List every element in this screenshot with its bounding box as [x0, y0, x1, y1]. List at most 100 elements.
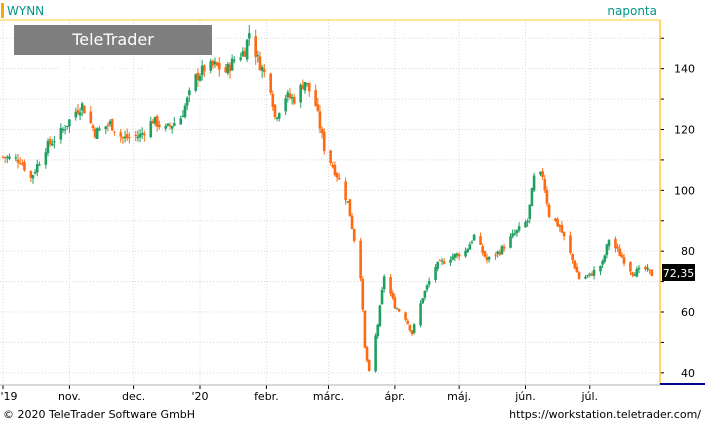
- candle-body[interactable]: [188, 90, 191, 96]
- candle-body[interactable]: [423, 290, 427, 298]
- candle-body[interactable]: [198, 75, 202, 81]
- candle-body[interactable]: [194, 74, 198, 91]
- candle-body[interactable]: [158, 124, 161, 128]
- candle-body[interactable]: [517, 226, 521, 231]
- candle-body[interactable]: [395, 308, 399, 310]
- candle-body[interactable]: [59, 128, 63, 140]
- candle-body[interactable]: [614, 238, 617, 249]
- candle-body[interactable]: [586, 275, 589, 277]
- candle-body[interactable]: [404, 312, 407, 320]
- candle-body[interactable]: [46, 141, 50, 154]
- candle-body[interactable]: [140, 133, 144, 135]
- candle-body[interactable]: [108, 121, 112, 125]
- candle-body[interactable]: [331, 164, 335, 168]
- candle-body[interactable]: [290, 97, 294, 99]
- candle-body[interactable]: [31, 175, 35, 179]
- candle-body[interactable]: [173, 123, 176, 126]
- candle-body[interactable]: [232, 60, 236, 62]
- candle-body[interactable]: [584, 276, 587, 279]
- candle-body[interactable]: [273, 104, 277, 118]
- candle-body[interactable]: [136, 136, 140, 139]
- candle-body[interactable]: [466, 248, 469, 253]
- candle-body[interactable]: [391, 292, 395, 298]
- candle-body[interactable]: [1, 156, 5, 158]
- candle-body[interactable]: [554, 218, 557, 222]
- candle-body[interactable]: [457, 254, 461, 257]
- candle-layer[interactable]: [1, 25, 654, 373]
- candle-body[interactable]: [245, 39, 249, 60]
- website-link[interactable]: https://workstation.teletrader.com/: [509, 408, 701, 421]
- candle-body[interactable]: [622, 257, 626, 264]
- symbol-label[interactable]: WYNN: [7, 4, 44, 18]
- candle-body[interactable]: [80, 103, 84, 111]
- candle-body[interactable]: [164, 126, 168, 129]
- candle-body[interactable]: [412, 324, 416, 333]
- candle-body[interactable]: [363, 310, 367, 348]
- candle-body[interactable]: [468, 244, 472, 250]
- candle-body[interactable]: [335, 173, 339, 178]
- candle-body[interactable]: [562, 231, 566, 237]
- candle-body[interactable]: [569, 235, 572, 253]
- candle-body[interactable]: [515, 230, 519, 234]
- candle-body[interactable]: [539, 171, 542, 175]
- candle-body[interactable]: [256, 55, 260, 57]
- candle-body[interactable]: [620, 254, 624, 258]
- candle-body[interactable]: [337, 177, 341, 180]
- candle-body[interactable]: [153, 116, 157, 124]
- candle-body[interactable]: [128, 137, 131, 139]
- candle-body[interactable]: [170, 126, 174, 129]
- candle-body[interactable]: [442, 261, 446, 264]
- candle-body[interactable]: [258, 56, 262, 71]
- candle-body[interactable]: [547, 204, 551, 217]
- candle-body[interactable]: [200, 65, 204, 76]
- candle-body[interactable]: [5, 156, 9, 159]
- candle-body[interactable]: [526, 220, 529, 223]
- candle-body[interactable]: [528, 204, 532, 220]
- candle-body[interactable]: [226, 63, 230, 74]
- candle-body[interactable]: [605, 244, 609, 256]
- candle-body[interactable]: [575, 266, 579, 273]
- candle-body[interactable]: [440, 260, 444, 262]
- candle-body[interactable]: [299, 84, 302, 103]
- candle-body[interactable]: [78, 112, 82, 116]
- candle-body[interactable]: [269, 73, 272, 93]
- candle-body[interactable]: [16, 159, 20, 163]
- candle-body[interactable]: [286, 92, 290, 98]
- candle-body[interactable]: [33, 171, 37, 174]
- candle-body[interactable]: [123, 136, 127, 139]
- candle-body[interactable]: [344, 181, 347, 201]
- candle-body[interactable]: [365, 347, 369, 361]
- candle-body[interactable]: [541, 171, 544, 178]
- candle-body[interactable]: [367, 359, 371, 372]
- candle-body[interactable]: [113, 131, 116, 133]
- candle-body[interactable]: [479, 236, 482, 245]
- candle-body[interactable]: [558, 225, 562, 228]
- candle-body[interactable]: [320, 129, 324, 134]
- candle-body[interactable]: [543, 179, 547, 191]
- candle-body[interactable]: [635, 268, 639, 277]
- candle-body[interactable]: [121, 137, 125, 139]
- candle-body[interactable]: [301, 85, 305, 90]
- candle-body[interactable]: [209, 61, 213, 71]
- candle-body[interactable]: [271, 94, 275, 108]
- candle-body[interactable]: [254, 36, 257, 57]
- candle-body[interactable]: [603, 255, 607, 262]
- candle-body[interactable]: [119, 132, 123, 137]
- candle-body[interactable]: [241, 51, 245, 57]
- candle-body[interactable]: [14, 157, 18, 159]
- candle-body[interactable]: [93, 128, 97, 138]
- candle-body[interactable]: [532, 175, 536, 191]
- candle-body[interactable]: [333, 164, 337, 176]
- candle-body[interactable]: [464, 250, 467, 257]
- candle-body[interactable]: [68, 119, 71, 127]
- candle-body[interactable]: [577, 272, 581, 280]
- candle-body[interactable]: [599, 265, 602, 272]
- candle-body[interactable]: [406, 320, 410, 324]
- candle-body[interactable]: [230, 58, 234, 71]
- candle-body[interactable]: [125, 134, 129, 139]
- candle-body[interactable]: [397, 309, 401, 312]
- candle-body[interactable]: [215, 62, 219, 66]
- candle-body[interactable]: [348, 199, 352, 217]
- candle-body[interactable]: [352, 229, 356, 241]
